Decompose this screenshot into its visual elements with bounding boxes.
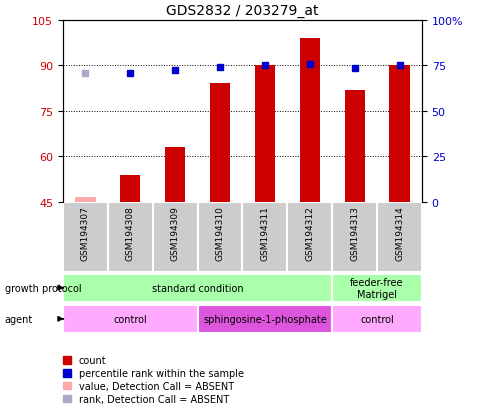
Bar — [376, 202, 421, 273]
Text: GSM194314: GSM194314 — [394, 206, 403, 261]
Legend: count, percentile rank within the sample, value, Detection Call = ABSENT, rank, : count, percentile rank within the sample… — [63, 356, 243, 404]
Bar — [254, 66, 274, 202]
Bar — [344, 90, 364, 202]
Text: GSM194310: GSM194310 — [215, 206, 224, 261]
Bar — [299, 39, 319, 202]
Bar — [332, 274, 421, 302]
Bar — [63, 305, 197, 333]
Text: GSM194307: GSM194307 — [81, 206, 90, 261]
Text: GSM194312: GSM194312 — [304, 206, 314, 261]
Text: GSM194311: GSM194311 — [260, 206, 269, 261]
Text: sphingosine-1-phosphate: sphingosine-1-phosphate — [203, 314, 326, 324]
Text: GSM194308: GSM194308 — [125, 206, 135, 261]
Text: control: control — [360, 314, 393, 324]
Text: growth protocol: growth protocol — [5, 283, 81, 293]
Text: standard condition: standard condition — [151, 283, 243, 293]
Text: control: control — [113, 314, 147, 324]
Bar — [63, 202, 107, 273]
Bar — [120, 175, 140, 202]
Title: GDS2832 / 203279_at: GDS2832 / 203279_at — [166, 4, 318, 18]
Bar — [165, 148, 185, 202]
Text: agent: agent — [5, 314, 33, 324]
Bar — [197, 202, 242, 273]
Bar — [75, 198, 95, 202]
Bar — [287, 202, 332, 273]
Bar — [210, 84, 230, 202]
Bar — [332, 202, 376, 273]
Bar — [242, 202, 287, 273]
Text: feeder-free
Matrigel: feeder-free Matrigel — [349, 277, 403, 299]
Bar — [107, 202, 152, 273]
Text: GSM194313: GSM194313 — [349, 206, 359, 261]
Text: GSM194309: GSM194309 — [170, 206, 180, 261]
Bar — [197, 305, 332, 333]
Bar — [63, 274, 332, 302]
Bar — [332, 305, 421, 333]
Bar — [389, 66, 409, 202]
Bar — [152, 202, 197, 273]
